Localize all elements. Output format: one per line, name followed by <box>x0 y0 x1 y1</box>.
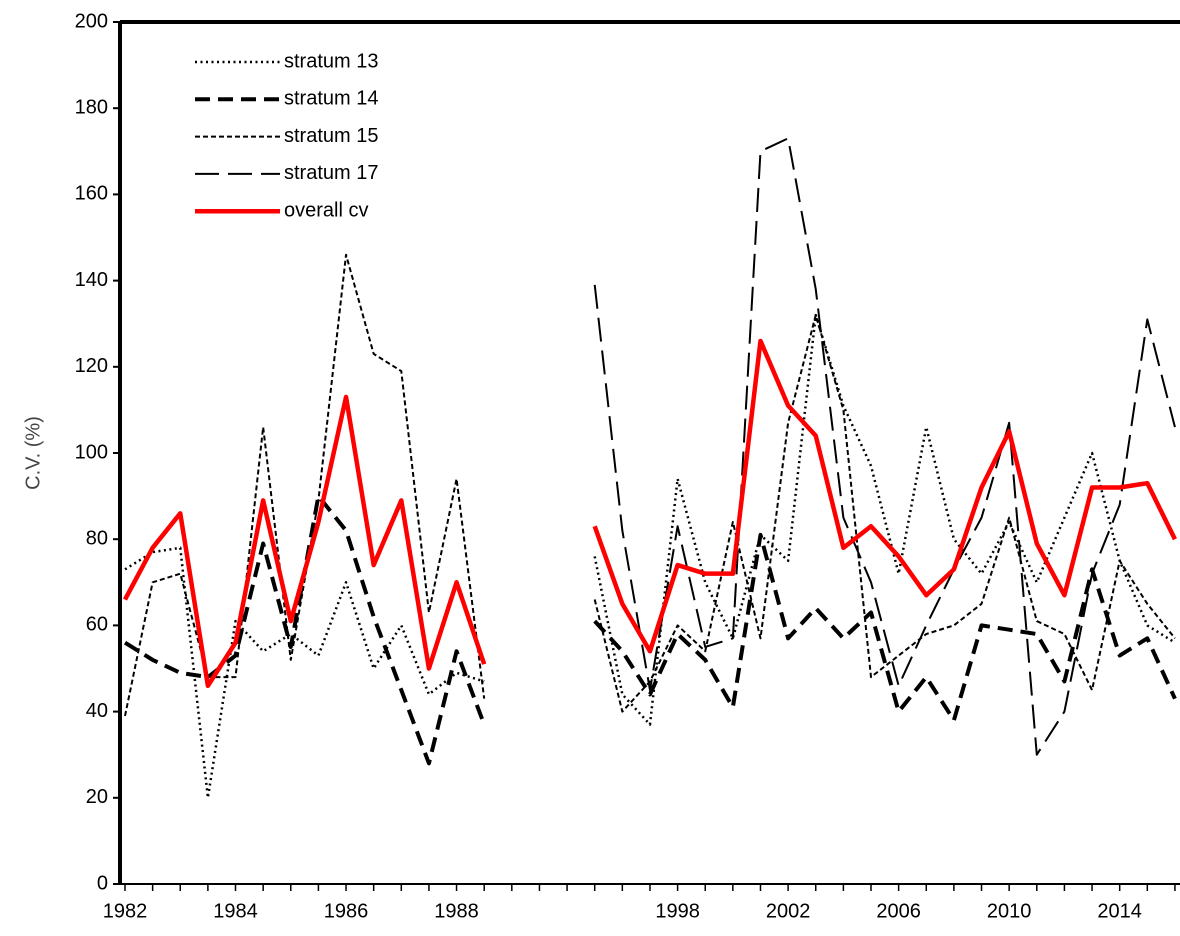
y-tick-label: 0 <box>97 872 108 894</box>
x-tick-label: 2014 <box>1097 900 1142 922</box>
y-tick-label: 140 <box>75 269 108 291</box>
series-line <box>124 546 485 800</box>
y-axis-label: C.V. (%) <box>22 416 44 490</box>
y-tick-label: 100 <box>75 441 108 463</box>
y-tick-label: 180 <box>75 96 108 118</box>
series-line <box>124 253 486 717</box>
x-tick-label: 1986 <box>324 900 369 922</box>
series-line <box>123 494 487 766</box>
y-tick-label: 120 <box>75 355 108 377</box>
legend-label: stratum 17 <box>284 162 378 184</box>
series-line <box>593 314 1176 713</box>
x-tick-label: 1982 <box>103 900 148 922</box>
legend-label: stratum 14 <box>284 88 378 110</box>
series-line <box>593 137 1176 756</box>
series-line <box>593 532 1177 723</box>
plot <box>123 137 1177 800</box>
y-tick-label: 20 <box>86 786 108 808</box>
y-tick-label: 160 <box>75 183 108 205</box>
x-tick-label: 2010 <box>987 900 1032 922</box>
x-tick-label: 2006 <box>876 900 921 922</box>
y-tick-label: 60 <box>86 614 108 636</box>
y-tick-label: 80 <box>86 527 108 549</box>
series-line <box>123 394 487 688</box>
x-tick-label: 1998 <box>655 900 700 922</box>
series-line <box>593 313 1176 726</box>
y-tick-label: 200 <box>75 10 108 32</box>
y-tick-label: 40 <box>86 700 108 722</box>
legend-label: stratum 13 <box>284 50 378 72</box>
x-tick-label: 2002 <box>766 900 811 922</box>
legend-label: stratum 15 <box>284 125 378 147</box>
x-tick-label: 1984 <box>213 900 258 922</box>
x-tick-label: 1988 <box>434 900 479 922</box>
legend-label: overall cv <box>284 199 368 221</box>
series-line <box>592 338 1177 654</box>
